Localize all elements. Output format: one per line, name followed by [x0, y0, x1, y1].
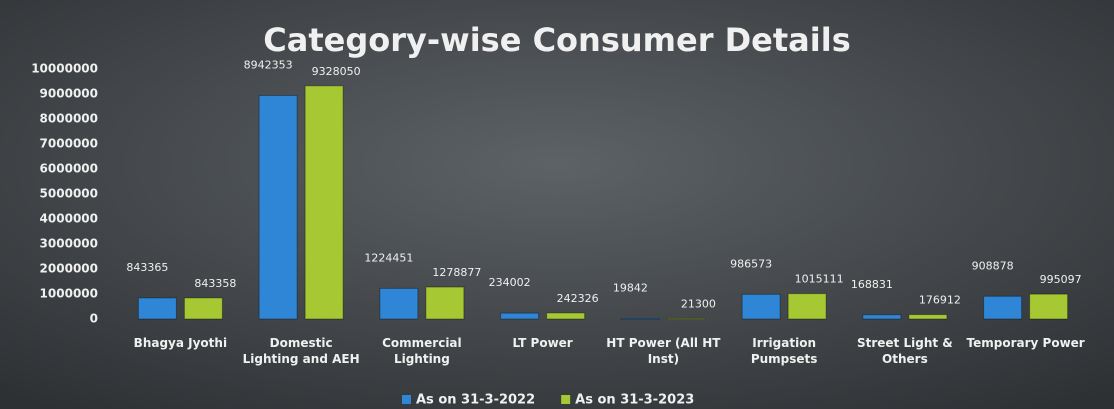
data-label: 1224451 [364, 251, 413, 264]
y-tick-label: 3000000 [40, 237, 98, 251]
x-tick-label-box: HT Power (All HT Inst) [606, 336, 721, 366]
y-tick-label: 0 [90, 312, 98, 326]
bar [500, 312, 540, 320]
y-tick-label: 7000000 [40, 137, 98, 151]
x-tick-label-box: Street Light & Others [856, 336, 953, 366]
x-tick-label: Irrigation Pumpsets [750, 336, 818, 366]
y-tick-label: 4000000 [40, 212, 98, 226]
bar [425, 286, 465, 320]
legend-label: As on 31-3-2022 [416, 393, 535, 408]
data-label: 168831 [851, 278, 893, 291]
y-tick-label: 9000000 [40, 87, 98, 101]
y-tick-label: 10000000 [31, 62, 98, 76]
chart-title: Category-wise Consumer Details [263, 21, 851, 59]
bar [183, 297, 223, 320]
data-label: 843358 [194, 277, 236, 290]
data-label: 234002 [489, 276, 531, 289]
x-tick-label-box: Commercial Lighting [382, 336, 462, 366]
data-label: 995097 [1040, 273, 1082, 286]
data-label: 843365 [126, 261, 168, 274]
x-tick-label: LT Power [512, 336, 573, 350]
bar [983, 295, 1023, 320]
bar [666, 317, 706, 320]
bar [787, 293, 827, 320]
y-tick-label: 2000000 [40, 262, 98, 276]
data-label: 1015111 [795, 273, 844, 286]
data-label: 1278877 [432, 266, 481, 279]
x-tick-label: Domestic Lighting and AEH [242, 336, 360, 366]
x-tick-label-box: Bhagya Jyothi [133, 336, 228, 350]
x-tick-label: Temporary Power [966, 336, 1085, 350]
x-tick-label-box: Temporary Power [966, 336, 1085, 350]
data-label: 8942353 [244, 58, 293, 71]
bar [1029, 293, 1069, 320]
data-label: 9328050 [312, 65, 361, 78]
bar [908, 314, 948, 320]
data-label: 986573 [730, 257, 772, 270]
x-tick-label-box: Domestic Lighting and AEH [242, 336, 360, 366]
bar [741, 293, 781, 320]
x-tick-label: Street Light & Others [856, 336, 953, 366]
y-tick-label: 8000000 [40, 112, 98, 126]
data-label: 242326 [557, 292, 599, 305]
bar [546, 312, 586, 320]
y-tick-label: 6000000 [40, 162, 98, 176]
y-tick-label: 5000000 [40, 187, 98, 201]
data-label: 176912 [919, 294, 961, 307]
bar [620, 318, 660, 321]
x-tick-label-box: Irrigation Pumpsets [750, 336, 818, 366]
x-tick-label: HT Power (All HT Inst) [606, 336, 721, 366]
x-tick-label: Commercial Lighting [382, 336, 462, 366]
bar [379, 287, 419, 320]
data-label: 908878 [972, 259, 1014, 272]
legend-swatch [402, 395, 411, 404]
legend-label: As on 31-3-2023 [575, 393, 694, 408]
legend-swatch [561, 395, 571, 404]
bar [258, 94, 298, 320]
data-label: 19842 [613, 282, 648, 295]
y-tick-label: 1000000 [40, 287, 98, 301]
bar [304, 85, 344, 320]
bar [137, 297, 177, 320]
bar [862, 314, 902, 320]
x-tick-label-box: LT Power [512, 336, 573, 350]
data-label: 21300 [681, 297, 716, 310]
x-tick-label: Bhagya Jyothi [133, 336, 228, 350]
